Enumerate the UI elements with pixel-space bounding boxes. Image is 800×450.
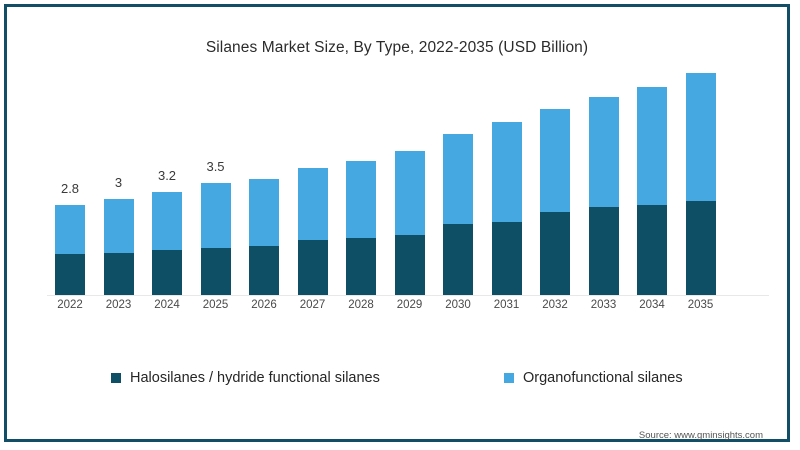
stacked-bar[interactable]	[540, 108, 570, 295]
bar-group	[540, 108, 570, 295]
stacked-bar[interactable]	[637, 87, 667, 295]
bar-segment-halosilanes[interactable]	[588, 207, 619, 295]
x-tick-2034: 2034	[639, 299, 665, 311]
bar-group: 3.2	[152, 168, 182, 295]
bar-segment-halosilanes[interactable]	[200, 248, 231, 295]
bar-group	[637, 87, 667, 295]
bar-value-label: 3	[114, 174, 123, 190]
x-tick-2028: 2028	[348, 299, 374, 311]
bar-group	[346, 160, 376, 295]
x-tick-2023: 2023	[105, 299, 132, 311]
chart-frame: Silanes Market Size, By Type, 2022-2035 …	[4, 4, 790, 442]
bar-value-label: 3.2	[157, 168, 177, 184]
bar-segment-halosilanes[interactable]	[540, 211, 570, 295]
bar-segment-organofunctional[interactable]	[540, 108, 570, 212]
bar-group: 3	[103, 175, 134, 295]
chart-legend: Halosilanes / hydride functional silanes…	[7, 370, 787, 390]
bar-segment-halosilanes[interactable]	[103, 252, 134, 295]
stacked-bar[interactable]	[588, 96, 619, 295]
bar-segment-organofunctional[interactable]	[200, 182, 231, 249]
bar-segment-halosilanes[interactable]	[685, 200, 716, 295]
chart-title: Silanes Market Size, By Type, 2022-2035 …	[205, 39, 589, 56]
x-tick-2025: 2025	[202, 299, 229, 311]
x-tick-2033: 2033	[590, 299, 617, 311]
bar-segment-halosilanes[interactable]	[346, 237, 376, 295]
bar-segment-organofunctional[interactable]	[346, 160, 376, 238]
bar-segment-organofunctional[interactable]	[443, 134, 473, 225]
bar-value-label: 2.8	[60, 181, 80, 197]
stacked-bar[interactable]: 3.2	[152, 168, 182, 295]
bar-segment-halosilanes[interactable]	[249, 246, 279, 295]
bar-segment-halosilanes[interactable]	[491, 222, 522, 295]
x-tick-2022: 2022	[57, 299, 83, 311]
bar-segment-organofunctional[interactable]	[637, 87, 667, 205]
x-tick-2027: 2027	[299, 299, 326, 311]
bar-segment-organofunctional[interactable]	[297, 167, 328, 240]
bar-group: 3.5	[200, 159, 231, 295]
stacked-bar[interactable]: 2.8	[55, 181, 85, 295]
x-tick-2030: 2030	[445, 299, 471, 311]
bar-segment-organofunctional[interactable]	[249, 179, 279, 247]
x-tick-2029: 2029	[396, 299, 423, 311]
x-tick-2031: 2031	[493, 299, 520, 311]
bar-group	[685, 72, 716, 295]
source-attribution: Source: www.gminsights.com	[638, 430, 763, 441]
bar-segment-organofunctional[interactable]	[685, 72, 716, 201]
bar-group	[249, 179, 279, 295]
bar-segment-halosilanes[interactable]	[637, 204, 667, 295]
bar-segment-halosilanes[interactable]	[297, 239, 328, 295]
stacked-bar[interactable]	[249, 179, 279, 295]
legend-swatch-icon	[504, 373, 514, 383]
x-tick-2024: 2024	[154, 299, 180, 311]
stacked-bar[interactable]	[685, 72, 716, 295]
x-tick-2032: 2032	[542, 299, 568, 311]
legend-swatch-icon	[111, 373, 121, 383]
x-tick-2035: 2035	[687, 299, 714, 311]
bar-segment-halosilanes[interactable]	[55, 253, 85, 295]
stacked-bar[interactable]: 3	[103, 175, 134, 295]
bar-group	[588, 96, 619, 295]
stacked-bar[interactable]	[443, 134, 473, 295]
legend-item-organofunctional[interactable]: Organofunctional silanes	[504, 370, 683, 386]
stacked-bar[interactable]: 3.5	[200, 159, 231, 295]
bar-segment-halosilanes[interactable]	[443, 224, 473, 295]
bar-segment-organofunctional[interactable]	[491, 121, 522, 223]
bar-group	[443, 134, 473, 295]
legend-item-halosilanes[interactable]: Halosilanes / hydride functional silanes	[111, 370, 380, 386]
stacked-bar[interactable]	[346, 160, 376, 295]
bar-group	[297, 167, 328, 295]
bar-segment-organofunctional[interactable]	[55, 205, 85, 254]
bar-segment-organofunctional[interactable]	[588, 96, 619, 208]
bar-group	[491, 121, 522, 295]
x-tick-2026: 2026	[251, 299, 277, 311]
x-axis-tick-labels: 2022 2023 2024 2025 2026 2027 2028 2029 2030 2031…	[47, 299, 767, 319]
bar-segment-organofunctional[interactable]	[394, 150, 425, 236]
plot-area: 2.8 3 3.2 3.5	[47, 67, 769, 296]
bar-segment-halosilanes[interactable]	[394, 235, 425, 295]
stacked-bar[interactable]	[491, 121, 522, 295]
legend-label: Organofunctional silanes	[523, 370, 683, 386]
stacked-bar[interactable]	[394, 150, 425, 295]
bar-group: 2.8	[55, 181, 85, 295]
legend-label: Halosilanes / hydride functional silanes	[130, 370, 380, 386]
bar-segment-halosilanes[interactable]	[152, 250, 182, 295]
bar-segment-organofunctional[interactable]	[152, 192, 182, 251]
bar-value-label: 3.5	[206, 158, 225, 174]
bar-segment-organofunctional[interactable]	[103, 198, 134, 253]
stacked-bar[interactable]	[297, 167, 328, 295]
bar-group	[394, 150, 425, 295]
x-axis-line	[47, 295, 769, 296]
